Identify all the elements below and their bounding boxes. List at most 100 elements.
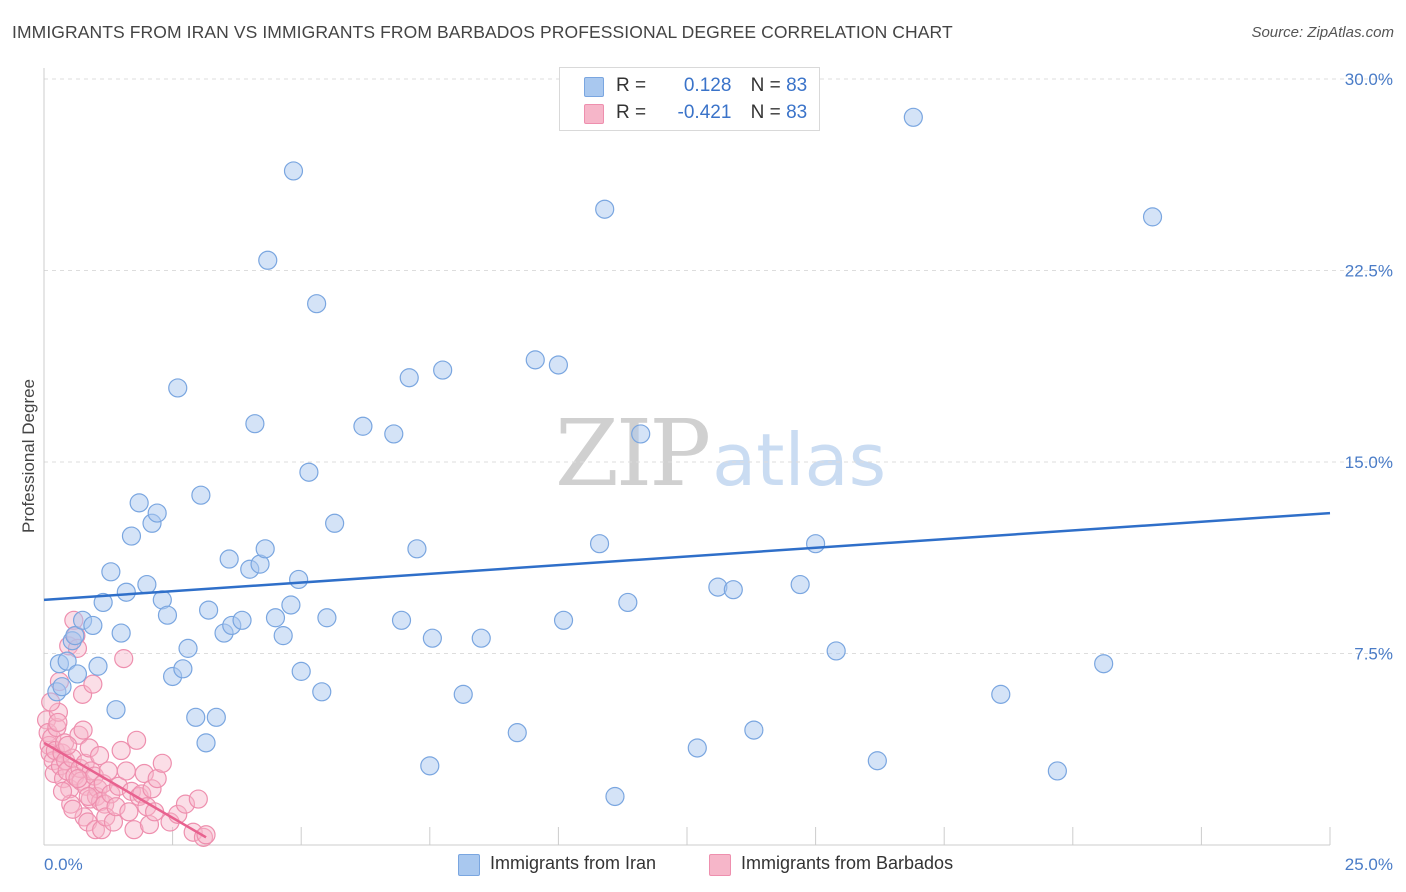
iran-n-value: 83: [786, 75, 808, 96]
watermark-atlas: atlas: [712, 418, 887, 502]
iran-point: [826, 641, 846, 661]
x-tick-label: 25.0%: [1345, 855, 1393, 874]
legend-barbados-text: R = -0.421 N = 83: [616, 102, 807, 124]
barbados-point: [52, 781, 73, 801]
barbados-point: [68, 769, 88, 789]
watermark: ZIPatlas: [555, 400, 886, 507]
iran-point: [790, 574, 810, 595]
barbados-point: [78, 786, 98, 807]
label-layer: 7.5% 15.0% 22.5% 30.0% 0.0% 25.0% Professional…: [19, 70, 1393, 874]
iran-point: [744, 720, 764, 740]
barbados-point: [119, 802, 139, 822]
iran-point: [805, 534, 826, 554]
bottom-barbados-swatch: [709, 854, 731, 876]
legend-iran-text: R = 0.128 N = 83: [616, 75, 807, 97]
iran-point: [595, 199, 615, 219]
iran-point: [116, 582, 136, 602]
barbados-point: [103, 812, 124, 832]
barbados-point: [147, 769, 167, 789]
iran-point: [173, 659, 193, 679]
iran-point: [291, 661, 311, 681]
iran-r-value: 0.128: [683, 75, 732, 96]
barbados-points: [36, 610, 216, 847]
iran-point: [605, 786, 625, 807]
barbados-point: [73, 720, 93, 740]
barbados-point: [48, 712, 68, 733]
iran-point: [525, 350, 545, 370]
trend-layer: [43, 511, 1331, 839]
iran-point: [589, 534, 610, 554]
barbados-point: [152, 753, 172, 773]
iran-point: [101, 562, 121, 582]
barbados-point: [111, 740, 131, 761]
iran-point: [232, 610, 252, 630]
iran-point: [273, 626, 293, 646]
barbados-point: [134, 763, 154, 784]
iran-point: [191, 485, 211, 505]
iran-point: [407, 539, 427, 559]
iran-point: [52, 677, 72, 697]
iran-point: [258, 250, 278, 270]
barbados-point: [175, 794, 196, 814]
iran-point: [106, 700, 126, 720]
iran-point: [384, 424, 404, 444]
watermark-zip: ZIP: [555, 400, 711, 507]
iran-point: [219, 549, 239, 569]
iran-point: [206, 707, 226, 727]
barbados-point: [106, 797, 126, 817]
barbados-n-value: 83: [786, 102, 808, 123]
iran-point: [391, 610, 412, 630]
iran-point: [631, 424, 651, 444]
y-axis-title: Professional Degree: [19, 379, 38, 533]
iran-point: [471, 628, 491, 648]
iran-point: [312, 682, 332, 702]
barbados-point: [79, 738, 99, 758]
iran-point: [307, 294, 327, 314]
barbados-point: [114, 649, 134, 669]
barbados-point: [126, 730, 147, 750]
iran-point: [1094, 654, 1114, 674]
iran-point: [687, 738, 707, 758]
barbados-point: [63, 799, 83, 819]
iran-point: [88, 656, 108, 676]
iran-point: [317, 608, 337, 628]
y-tick-label: 30.0%: [1345, 70, 1393, 89]
iran-point: [245, 414, 265, 434]
iran-point: [65, 626, 85, 646]
iran-point: [121, 526, 142, 546]
barbados-n-label: N =: [750, 102, 781, 123]
barbados-point: [92, 820, 112, 840]
axis-layer: [43, 68, 1331, 846]
iran-point: [57, 651, 77, 671]
iran-point: [129, 493, 149, 513]
iran-point: [147, 503, 167, 523]
iran-point: [283, 161, 304, 181]
iran-point: [420, 756, 440, 776]
iran-point: [111, 623, 131, 643]
iran-point: [265, 608, 286, 628]
iran-point: [83, 615, 103, 636]
barbados-point: [116, 761, 136, 781]
iran-point: [1047, 761, 1067, 781]
iran-point: [723, 580, 743, 600]
iran-point: [433, 360, 453, 380]
iran-point: [991, 684, 1011, 704]
iran-point: [867, 751, 887, 771]
barbados-point: [124, 820, 144, 840]
correlation-legend: R = 0.128 N = 83 R = -0.421 N = 83: [559, 67, 820, 131]
iran-point: [507, 723, 527, 743]
iran-point: [67, 664, 88, 684]
y-tick-label: 22.5%: [1345, 262, 1393, 281]
barbados-point: [48, 702, 69, 722]
y-tick-label: 15.0%: [1345, 453, 1393, 472]
x-tick-label: 0.0%: [44, 855, 83, 874]
iran-point: [353, 416, 373, 436]
barbados-point: [60, 779, 80, 799]
iran-swatch: [584, 77, 604, 97]
iran-point: [299, 462, 319, 482]
iran-r-label: R =: [616, 75, 647, 96]
y-tick-label: 7.5%: [1354, 645, 1393, 664]
barbados-r-value: -0.421: [677, 102, 732, 123]
barbados-point: [72, 684, 93, 704]
